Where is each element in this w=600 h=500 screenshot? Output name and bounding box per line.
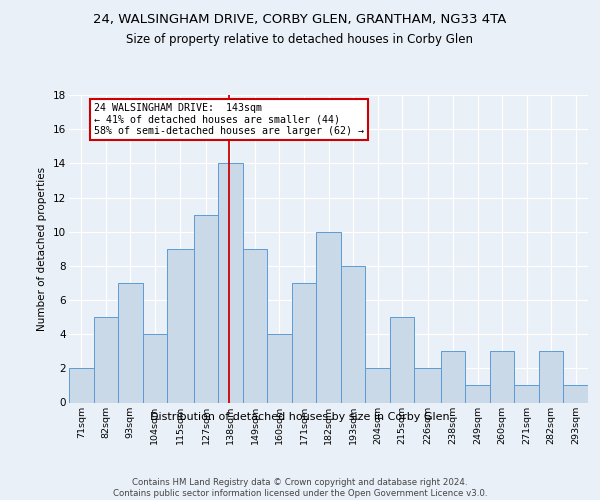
Bar — [316, 232, 341, 402]
Text: Contains HM Land Registry data © Crown copyright and database right 2024.
Contai: Contains HM Land Registry data © Crown c… — [113, 478, 487, 498]
Bar — [143, 334, 167, 402]
Bar — [341, 266, 365, 402]
Bar — [94, 317, 118, 402]
Bar — [292, 283, 316, 403]
Bar — [243, 248, 267, 402]
Bar — [365, 368, 390, 402]
Bar — [490, 351, 514, 403]
Text: Size of property relative to detached houses in Corby Glen: Size of property relative to detached ho… — [127, 32, 473, 46]
Bar — [441, 351, 466, 403]
Bar — [539, 351, 563, 403]
Text: 24, WALSINGHAM DRIVE, CORBY GLEN, GRANTHAM, NG33 4TA: 24, WALSINGHAM DRIVE, CORBY GLEN, GRANTH… — [94, 12, 506, 26]
Text: 24 WALSINGHAM DRIVE:  143sqm
← 41% of detached houses are smaller (44)
58% of se: 24 WALSINGHAM DRIVE: 143sqm ← 41% of det… — [94, 102, 364, 136]
Bar — [118, 283, 143, 403]
Bar — [466, 386, 490, 402]
Bar — [414, 368, 441, 402]
Bar — [69, 368, 94, 402]
Y-axis label: Number of detached properties: Number of detached properties — [37, 166, 47, 331]
Bar — [194, 214, 218, 402]
Bar — [563, 386, 588, 402]
Text: Distribution of detached houses by size in Corby Glen: Distribution of detached houses by size … — [150, 412, 450, 422]
Bar — [390, 317, 414, 402]
Bar — [218, 164, 243, 402]
Bar — [167, 248, 194, 402]
Bar — [267, 334, 292, 402]
Bar — [514, 386, 539, 402]
